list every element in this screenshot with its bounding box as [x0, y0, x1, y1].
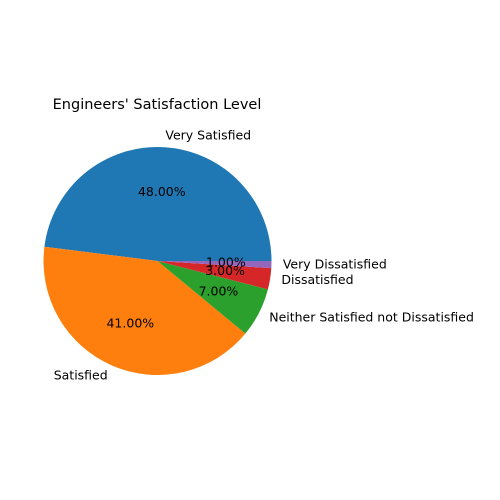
slice-label-very-dissatisfied: Very Dissatisfied: [283, 256, 387, 271]
pie-slice-satisfied: [43, 246, 246, 375]
percent-label-very-satisfied: 48.00%: [138, 184, 186, 199]
pie-slice-very-dissatisfied: [157, 261, 272, 269]
slice-label-dissatisfied: Dissatisfied: [281, 272, 353, 287]
pie-labels: Very Satisfied 48.00% Satisfied 41.00% Neith…: [54, 127, 474, 382]
percent-label-neither-satisfied-not-dissatisfied: 7.00%: [199, 284, 239, 299]
pie-slice-neither-satisfied-not-dissatisfied: [157, 261, 268, 334]
pie-slice-very-satisfied: [44, 146, 272, 261]
slice-label-very-satisfied: Very Satisfied: [165, 127, 251, 142]
pie-slice-dissatisfied: [157, 261, 272, 290]
slice-label-neither-satisfied-not-dissatisfied: Neither Satisfied not Dissatisfied: [269, 309, 474, 324]
percent-label-satisfied: 41.00%: [106, 315, 154, 330]
percent-label-dissatisfied: 3.00%: [205, 263, 245, 278]
pie-slices: [43, 146, 272, 375]
percent-label-very-dissatisfied: 1.00%: [206, 255, 246, 270]
slice-label-satisfied: Satisfied: [54, 368, 108, 383]
chart-title: Engineers' Satisfaction Level: [53, 97, 262, 113]
